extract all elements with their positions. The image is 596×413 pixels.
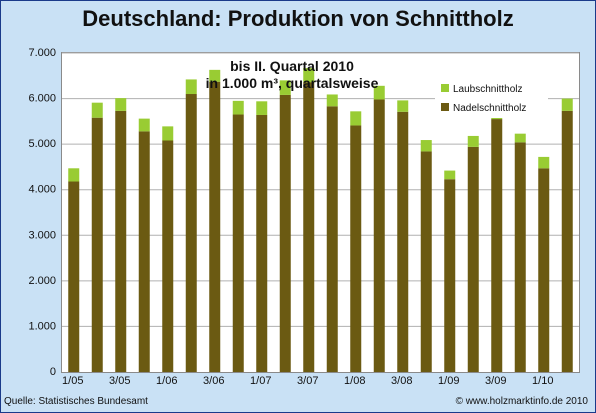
bar-nadelschnittholz <box>162 140 174 372</box>
bar-laubschnittholz <box>232 100 244 115</box>
bar-laubschnittholz <box>68 168 80 182</box>
chart-subtitle-line1: bis II. Quartal 2010 <box>230 58 354 74</box>
chart-title: Deutschland: Produktion von Schnittholz <box>82 6 514 31</box>
bar-laubschnittholz <box>538 156 550 169</box>
chart-subtitle-line2: in 1.000 m³, quartalsweise <box>206 75 379 91</box>
bar-nadelschnittholz <box>444 179 456 372</box>
bar-nadelschnittholz <box>256 114 268 372</box>
bar-laubschnittholz <box>444 170 456 180</box>
legend-swatch <box>441 84 449 92</box>
bar-laubschnittholz <box>115 98 127 111</box>
bar-nadelschnittholz <box>138 131 150 372</box>
bar-nadelschnittholz <box>373 99 385 373</box>
bar-nadelschnittholz <box>326 106 338 372</box>
bar-laubschnittholz <box>373 85 385 100</box>
source-note: Quelle: Statistisches Bundesamt <box>4 396 148 407</box>
bar-laubschnittholz <box>256 101 268 115</box>
bar-laubschnittholz <box>350 111 362 126</box>
bar-laubschnittholz <box>326 94 338 107</box>
bar-nadelschnittholz <box>68 181 80 372</box>
bar-laubschnittholz <box>303 68 315 83</box>
bar-nadelschnittholz <box>514 142 526 372</box>
bar-nadelschnittholz <box>538 168 550 372</box>
legend-swatch <box>441 103 449 111</box>
bar-laubschnittholz <box>397 100 409 112</box>
bar-nadelschnittholz <box>115 110 127 372</box>
bar-nadelschnittholz <box>185 94 197 372</box>
bar-nadelschnittholz <box>561 110 573 372</box>
copyright-note: © www.holzmarktinfo.de 2010 <box>455 396 588 407</box>
bar-nadelschnittholz <box>303 82 315 372</box>
bar-nadelschnittholz <box>350 125 362 372</box>
bar-nadelschnittholz <box>420 151 432 372</box>
bar-nadelschnittholz <box>491 119 503 372</box>
bar-laubschnittholz <box>162 126 174 141</box>
bar-laubschnittholz <box>514 133 526 143</box>
bar-laubschnittholz <box>91 102 103 118</box>
bar-laubschnittholz <box>185 79 197 95</box>
bar-laubschnittholz <box>138 118 150 132</box>
bar-nadelschnittholz <box>209 81 221 373</box>
legend-label: Nadelschnittholz <box>453 103 526 114</box>
bar-nadelschnittholz <box>91 117 103 372</box>
bar-laubschnittholz <box>561 98 573 111</box>
bar-nadelschnittholz <box>279 94 291 372</box>
bar-laubschnittholz <box>420 140 432 152</box>
bar-laubschnittholz <box>467 135 479 147</box>
bar-nadelschnittholz <box>467 146 479 372</box>
bar-laubschnittholz <box>279 80 291 95</box>
bar-nadelschnittholz <box>397 111 409 372</box>
legend-label: Laubschnittholz <box>453 84 523 95</box>
bar-nadelschnittholz <box>232 114 244 372</box>
legend: Laubschnittholz Nadelschnittholz <box>435 78 548 118</box>
plot-area: bis II. Quartal 2010 in 1.000 m³, quartal… <box>61 52 580 373</box>
legend-box <box>435 78 548 118</box>
bar-laubschnittholz <box>209 69 221 82</box>
